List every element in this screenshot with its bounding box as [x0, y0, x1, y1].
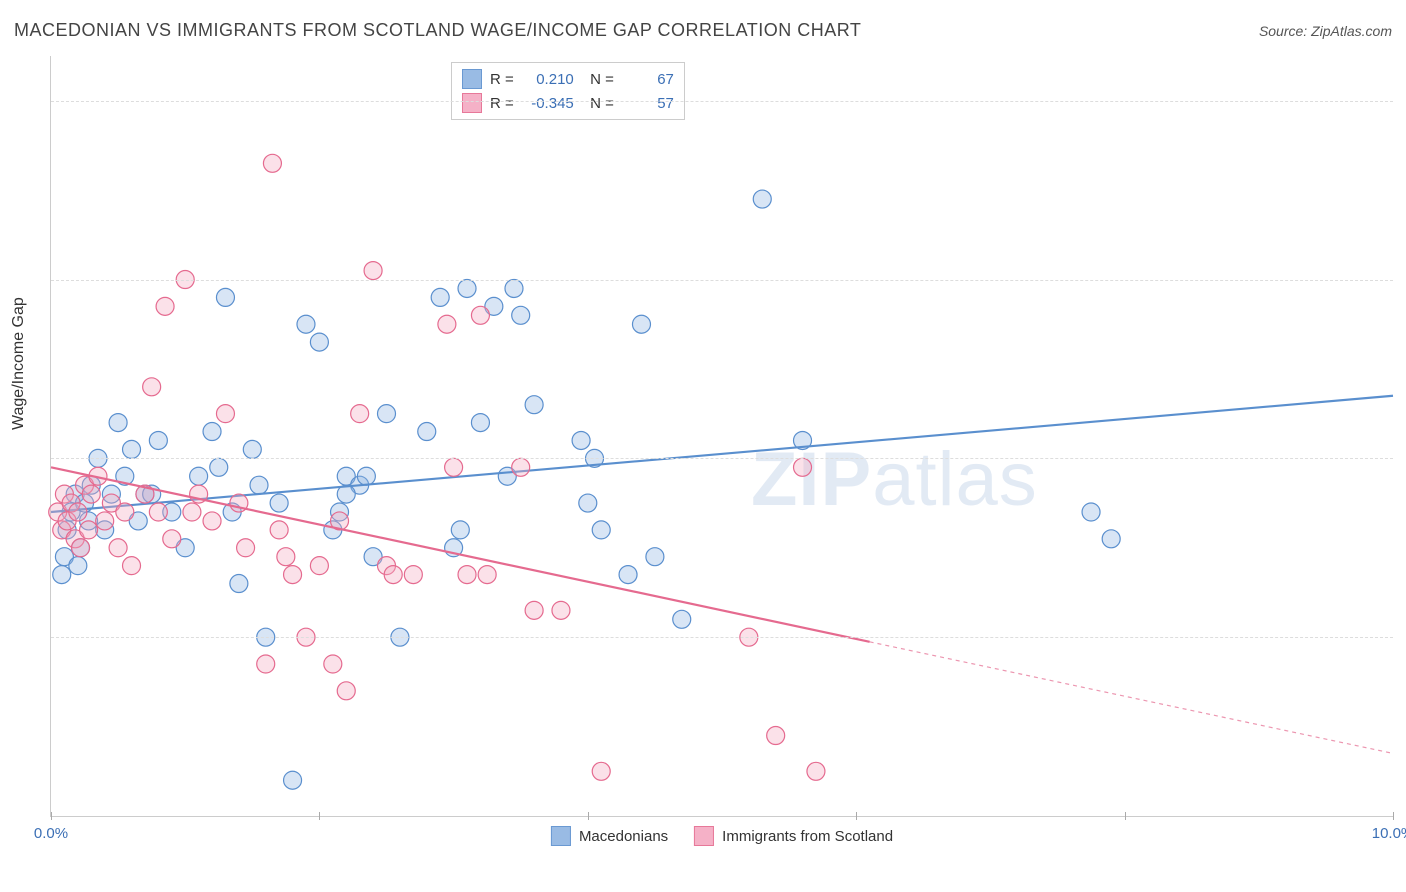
- data-point-series-1: [163, 530, 181, 548]
- data-point-series-0: [1082, 503, 1100, 521]
- data-point-series-1: [592, 762, 610, 780]
- data-point-series-0: [378, 405, 396, 423]
- data-point-series-1: [807, 762, 825, 780]
- data-point-series-0: [579, 494, 597, 512]
- x-tick-label: 0.0%: [34, 825, 68, 842]
- y-axis-label: Wage/Income Gap: [10, 297, 28, 430]
- data-point-series-0: [216, 288, 234, 306]
- data-point-series-0: [451, 521, 469, 539]
- data-point-series-1: [310, 557, 328, 575]
- data-point-series-0: [646, 548, 664, 566]
- data-point-series-0: [418, 423, 436, 441]
- chart-title: MACEDONIAN VS IMMIGRANTS FROM SCOTLAND W…: [14, 20, 861, 41]
- data-point-series-1: [277, 548, 295, 566]
- trend-line-extrapolated-series-1: [870, 642, 1393, 754]
- data-point-series-0: [525, 396, 543, 414]
- data-point-series-1: [351, 405, 369, 423]
- data-point-series-1: [445, 458, 463, 476]
- data-point-series-0: [505, 279, 523, 297]
- legend-swatch-1: [694, 826, 714, 846]
- data-point-series-1: [263, 154, 281, 172]
- data-point-series-0: [431, 288, 449, 306]
- trend-line-series-1: [51, 467, 870, 642]
- data-point-series-0: [284, 771, 302, 789]
- data-point-series-1: [123, 557, 141, 575]
- source-attribution: Source: ZipAtlas.com: [1259, 23, 1392, 39]
- legend-label-1: Immigrants from Scotland: [722, 828, 893, 845]
- data-point-series-0: [632, 315, 650, 333]
- data-point-series-0: [673, 610, 691, 628]
- data-point-series-0: [270, 494, 288, 512]
- data-point-series-1: [384, 566, 402, 584]
- data-point-series-0: [203, 423, 221, 441]
- data-point-series-1: [471, 306, 489, 324]
- data-point-series-1: [438, 315, 456, 333]
- data-point-series-1: [512, 458, 530, 476]
- data-point-series-1: [324, 655, 342, 673]
- data-point-series-1: [270, 521, 288, 539]
- data-point-series-1: [458, 566, 476, 584]
- data-point-series-1: [284, 566, 302, 584]
- data-point-series-0: [69, 557, 87, 575]
- data-point-series-0: [123, 440, 141, 458]
- data-point-series-0: [190, 467, 208, 485]
- data-point-series-1: [143, 378, 161, 396]
- x-tick-label: 10.0%: [1372, 825, 1406, 842]
- legend-item-0: Macedonians: [551, 826, 668, 846]
- data-point-series-1: [794, 458, 812, 476]
- data-point-series-1: [364, 262, 382, 280]
- data-point-series-1: [149, 503, 167, 521]
- data-point-series-1: [478, 566, 496, 584]
- data-point-series-0: [357, 467, 375, 485]
- data-point-series-0: [753, 190, 771, 208]
- data-point-series-0: [243, 440, 261, 458]
- legend-swatch-0: [551, 826, 571, 846]
- data-point-series-0: [297, 315, 315, 333]
- legend-bottom: Macedonians Immigrants from Scotland: [551, 826, 893, 846]
- data-point-series-0: [592, 521, 610, 539]
- data-point-series-1: [525, 601, 543, 619]
- data-point-series-1: [203, 512, 221, 530]
- data-point-series-0: [109, 414, 127, 432]
- data-point-series-1: [82, 485, 100, 503]
- data-point-series-0: [458, 279, 476, 297]
- data-point-series-0: [310, 333, 328, 351]
- data-point-series-1: [69, 503, 87, 521]
- data-point-series-1: [337, 682, 355, 700]
- data-point-series-0: [572, 431, 590, 449]
- data-point-series-0: [230, 575, 248, 593]
- data-point-series-0: [512, 306, 530, 324]
- data-point-series-1: [257, 655, 275, 673]
- data-point-series-0: [210, 458, 228, 476]
- data-point-series-0: [53, 566, 71, 584]
- data-point-series-0: [149, 431, 167, 449]
- chart-plot-area: ZIPatlas R = 0.210 N = 67 R = -0.345 N =…: [50, 56, 1393, 817]
- data-point-series-1: [183, 503, 201, 521]
- data-point-series-0: [471, 414, 489, 432]
- scatter-plot-svg: [51, 56, 1393, 816]
- data-point-series-1: [72, 539, 90, 557]
- data-point-series-0: [619, 566, 637, 584]
- data-point-series-1: [80, 521, 98, 539]
- data-point-series-1: [116, 503, 134, 521]
- data-point-series-0: [250, 476, 268, 494]
- data-point-series-1: [552, 601, 570, 619]
- data-point-series-0: [1102, 530, 1120, 548]
- data-point-series-1: [767, 727, 785, 745]
- data-point-series-1: [156, 297, 174, 315]
- legend-label-0: Macedonians: [579, 828, 668, 845]
- legend-item-1: Immigrants from Scotland: [694, 826, 893, 846]
- data-point-series-1: [237, 539, 255, 557]
- data-point-series-1: [109, 539, 127, 557]
- data-point-series-1: [404, 566, 422, 584]
- data-point-series-1: [216, 405, 234, 423]
- data-point-series-1: [96, 512, 114, 530]
